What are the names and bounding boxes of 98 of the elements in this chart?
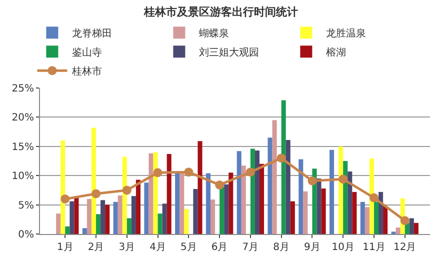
point bbox=[60, 194, 70, 204]
legend-label: 桂林市 bbox=[71, 65, 102, 78]
bar bbox=[228, 172, 234, 234]
bar bbox=[166, 154, 172, 234]
x-tick-label: 4月 bbox=[150, 242, 166, 253]
x-tick-label: 11月 bbox=[362, 242, 386, 253]
x-tick-label: 3月 bbox=[118, 242, 136, 253]
y-tick-label: 5% bbox=[18, 200, 34, 212]
legend-label: 榕湖 bbox=[326, 46, 346, 58]
x-tick-label: 1月 bbox=[56, 242, 74, 253]
bar bbox=[290, 201, 295, 234]
point bbox=[184, 168, 194, 177]
bar bbox=[268, 138, 272, 234]
bar bbox=[162, 204, 167, 234]
point bbox=[215, 180, 224, 190]
point bbox=[308, 176, 317, 186]
bar bbox=[175, 172, 180, 234]
bar bbox=[105, 204, 110, 234]
bar bbox=[91, 128, 96, 234]
x-tick-label: 7月 bbox=[242, 242, 259, 253]
bar bbox=[250, 148, 255, 234]
bar bbox=[260, 164, 264, 234]
bar bbox=[281, 100, 286, 234]
bar bbox=[374, 202, 379, 234]
bar bbox=[60, 140, 66, 234]
x-tick-label: 8月 bbox=[273, 242, 290, 253]
y-tick-label: 20% bbox=[12, 112, 34, 124]
bar bbox=[74, 198, 79, 234]
point bbox=[246, 168, 255, 177]
bar bbox=[224, 184, 229, 234]
bar bbox=[254, 150, 260, 234]
legend-label: 蝴蝶泉 bbox=[199, 27, 230, 40]
bar bbox=[364, 207, 370, 234]
bar bbox=[241, 166, 246, 234]
point bbox=[122, 186, 132, 195]
bar bbox=[153, 152, 158, 234]
y-tick-label: 10% bbox=[12, 171, 34, 182]
y-tick-label: 15% bbox=[12, 142, 34, 153]
x-tick-label: 5月 bbox=[180, 242, 197, 253]
bar bbox=[86, 198, 92, 234]
point bbox=[338, 174, 348, 184]
x-tick-label: 10月 bbox=[332, 242, 354, 253]
bar bbox=[198, 141, 202, 234]
bar bbox=[96, 214, 101, 234]
bar bbox=[126, 218, 132, 234]
bar bbox=[396, 228, 400, 234]
bar bbox=[330, 150, 334, 234]
bar bbox=[100, 200, 106, 234]
bar bbox=[220, 186, 224, 234]
point bbox=[92, 189, 101, 198]
bar bbox=[409, 218, 414, 234]
bar bbox=[352, 192, 357, 234]
bar bbox=[82, 228, 87, 234]
bar bbox=[210, 200, 216, 234]
bar bbox=[184, 208, 189, 234]
bar bbox=[360, 202, 365, 234]
bar bbox=[348, 172, 352, 234]
point bbox=[276, 154, 286, 163]
bar bbox=[272, 120, 277, 234]
point bbox=[153, 168, 162, 178]
bar bbox=[113, 202, 118, 234]
bar bbox=[122, 156, 127, 234]
bar bbox=[65, 226, 70, 234]
bar bbox=[70, 201, 74, 234]
bar bbox=[286, 140, 290, 234]
legend-label: 刘三姐大观园 bbox=[199, 46, 260, 58]
bar bbox=[136, 180, 140, 234]
bar bbox=[383, 206, 388, 234]
bar bbox=[56, 214, 61, 234]
bar bbox=[303, 191, 308, 234]
chart-title: 桂林市及景区游客出行时间统计 bbox=[143, 6, 298, 19]
point bbox=[400, 216, 410, 226]
x-tick-label: 6月 bbox=[211, 242, 228, 253]
bar bbox=[206, 173, 210, 234]
bar bbox=[144, 182, 149, 234]
bar bbox=[298, 159, 304, 234]
y-tick-label: 0% bbox=[18, 230, 34, 240]
bar bbox=[414, 222, 418, 234]
bar bbox=[148, 153, 154, 234]
x-tick-label: 9月 bbox=[304, 242, 320, 253]
bar bbox=[158, 214, 162, 234]
legend-label: 龙脊梯田 bbox=[72, 27, 112, 40]
bar bbox=[131, 196, 136, 234]
bar bbox=[378, 192, 384, 234]
x-tick-label: 12月 bbox=[394, 242, 416, 253]
legend-label: 鉴山寺 bbox=[72, 46, 102, 58]
x-tick-label: 2月 bbox=[88, 242, 104, 253]
bar bbox=[236, 151, 242, 234]
bar bbox=[180, 172, 184, 234]
bar bbox=[321, 188, 326, 234]
y-tick-label: 25% bbox=[12, 84, 34, 94]
bar bbox=[316, 178, 322, 234]
legend-label: 龙胜温泉 bbox=[326, 27, 366, 40]
point bbox=[369, 193, 378, 202]
bar bbox=[118, 195, 122, 234]
bar bbox=[338, 146, 344, 234]
bar bbox=[193, 189, 198, 234]
bar bbox=[369, 158, 374, 234]
